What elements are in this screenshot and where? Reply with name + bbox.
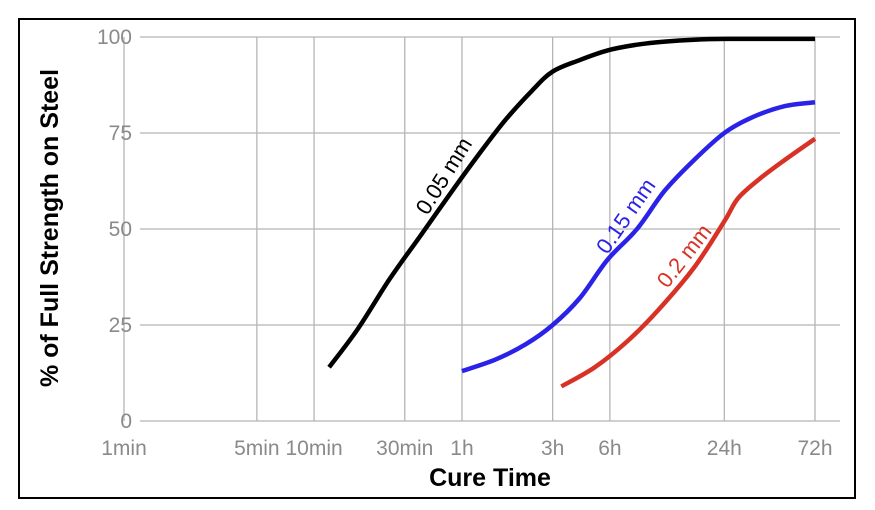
x-tick-label: 3h xyxy=(541,437,564,460)
x-tick-label: 30min xyxy=(376,437,433,460)
y-tick-label: 100 xyxy=(97,26,132,49)
x-tick-label: 10min xyxy=(285,437,342,460)
x-tick-label: 1min xyxy=(101,437,147,460)
y-tick-label: 0 xyxy=(120,410,132,433)
grid xyxy=(123,36,840,422)
chart-frame xyxy=(18,18,856,499)
y-tick-label: 75 xyxy=(109,122,132,145)
y-axis-title: % of Full Strength on Steel xyxy=(36,69,64,387)
y-tick-label: 50 xyxy=(109,218,132,241)
series xyxy=(327,36,817,389)
x-tick-label: 6h xyxy=(598,437,621,460)
x-axis-title: Cure Time xyxy=(429,464,551,492)
x-tick-label: 72h xyxy=(797,437,832,460)
y-tick-label: 25 xyxy=(109,314,132,337)
x-tick-label: 24h xyxy=(707,437,742,460)
series-line-0-05-mm xyxy=(327,36,815,369)
tick-labels: 0 25 50 75 100 1min 5min 10min 30min 1h 3h 6h 24h 72h xyxy=(97,26,833,460)
x-tick-label: 5min xyxy=(234,437,280,460)
series-line-0-2-mm xyxy=(560,136,817,389)
series-line-0-15-mm xyxy=(461,100,816,374)
x-tick-label: 1h xyxy=(450,437,473,460)
